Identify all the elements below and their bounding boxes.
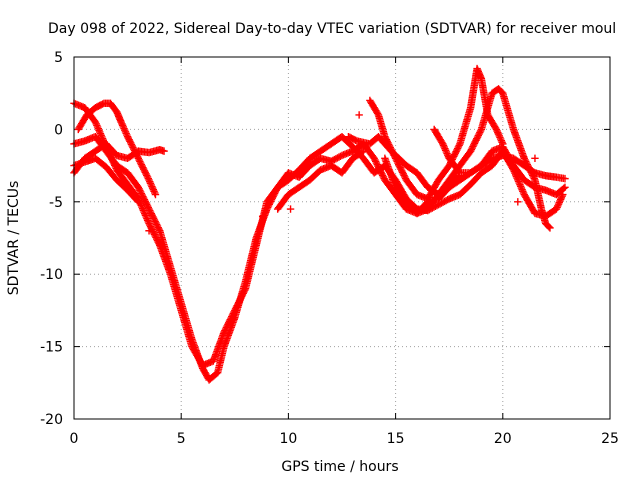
y-axis-label: SDTVAR / TECUs	[6, 181, 22, 296]
data-point	[151, 190, 160, 199]
data-point	[134, 198, 143, 206]
x-tick-labels: 0 5 10 15 20 25	[70, 431, 619, 447]
data-point	[456, 172, 464, 180]
x-tick-label: 10	[279, 431, 297, 447]
x-axis-label: GPS time / hours	[281, 459, 398, 475]
data-point	[359, 147, 368, 155]
data-point	[133, 196, 141, 205]
data-point	[160, 147, 168, 155]
data-point	[560, 184, 568, 193]
grid-lines	[74, 57, 610, 419]
data-point-outlier	[145, 227, 153, 235]
plot-frame	[73, 56, 611, 420]
x-tick-label: 0	[70, 431, 79, 447]
y-tick-label: 0	[54, 122, 63, 138]
data-point-outlier	[286, 205, 295, 213]
data-points	[70, 64, 569, 384]
data-point	[559, 190, 567, 199]
data-point	[546, 224, 554, 232]
x-tick-label: 5	[177, 431, 186, 447]
data-point	[499, 140, 507, 148]
y-tick-label: -15	[40, 340, 63, 356]
y-tick-labels: -20 -15 -10 -5 0 5	[40, 50, 63, 428]
data-point-outlier	[258, 212, 267, 220]
data-point-outlier	[531, 154, 539, 163]
x-tick-label: 25	[601, 431, 619, 447]
y-tick-label: -20	[40, 412, 63, 428]
x-tick-label: 20	[494, 431, 512, 447]
data-point-outlier	[514, 198, 522, 206]
data-point	[545, 223, 553, 231]
y-tick-label: -5	[49, 195, 63, 211]
data-point-outlier	[355, 111, 363, 119]
chart-title: Day 098 of 2022, Sidereal Day-to-day VTE…	[48, 21, 616, 37]
y-tick-label: -10	[40, 267, 63, 283]
x-tick-label: 15	[387, 431, 405, 447]
data-point	[561, 183, 569, 192]
y-tick-label: 5	[54, 50, 63, 66]
data-point	[561, 174, 569, 183]
